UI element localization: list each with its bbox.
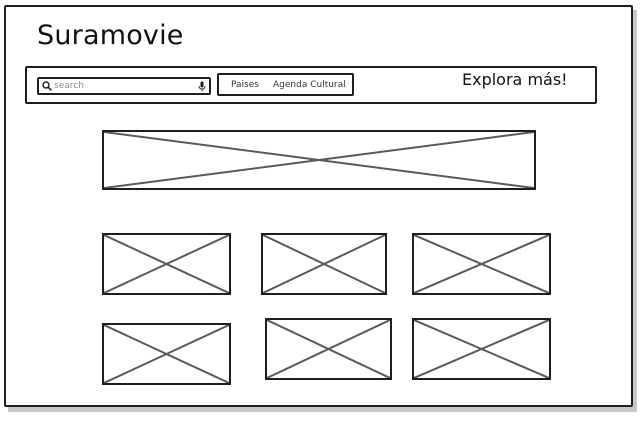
movie-card-placeholder[interactable] xyxy=(265,318,392,380)
nav-link-paises[interactable]: Paises xyxy=(231,80,259,90)
image-placeholder-cross xyxy=(414,235,549,293)
banner-image-placeholder xyxy=(102,130,536,190)
search-box[interactable] xyxy=(37,77,211,95)
image-placeholder-cross xyxy=(104,235,229,293)
microphone-icon[interactable] xyxy=(198,81,206,92)
search-icon xyxy=(42,81,52,91)
image-placeholder-cross xyxy=(263,235,385,293)
movie-card-placeholder[interactable] xyxy=(412,233,551,295)
image-placeholder-cross xyxy=(267,320,390,378)
movie-card-placeholder[interactable] xyxy=(261,233,387,295)
image-placeholder-cross xyxy=(104,132,534,188)
movie-card-placeholder[interactable] xyxy=(102,233,231,295)
site-title: Suramovie xyxy=(37,20,184,51)
image-placeholder-cross xyxy=(414,320,549,378)
nav-links-group: Paises Agenda Cultural xyxy=(217,73,354,96)
movie-card-placeholder[interactable] xyxy=(412,318,551,380)
navbar xyxy=(25,66,597,104)
nav-link-agenda-cultural[interactable]: Agenda Cultural xyxy=(273,80,346,90)
explore-more-link[interactable]: Explora más! xyxy=(462,70,568,89)
image-placeholder-cross xyxy=(104,325,229,383)
search-input[interactable] xyxy=(54,79,194,93)
movie-card-placeholder[interactable] xyxy=(102,323,231,385)
